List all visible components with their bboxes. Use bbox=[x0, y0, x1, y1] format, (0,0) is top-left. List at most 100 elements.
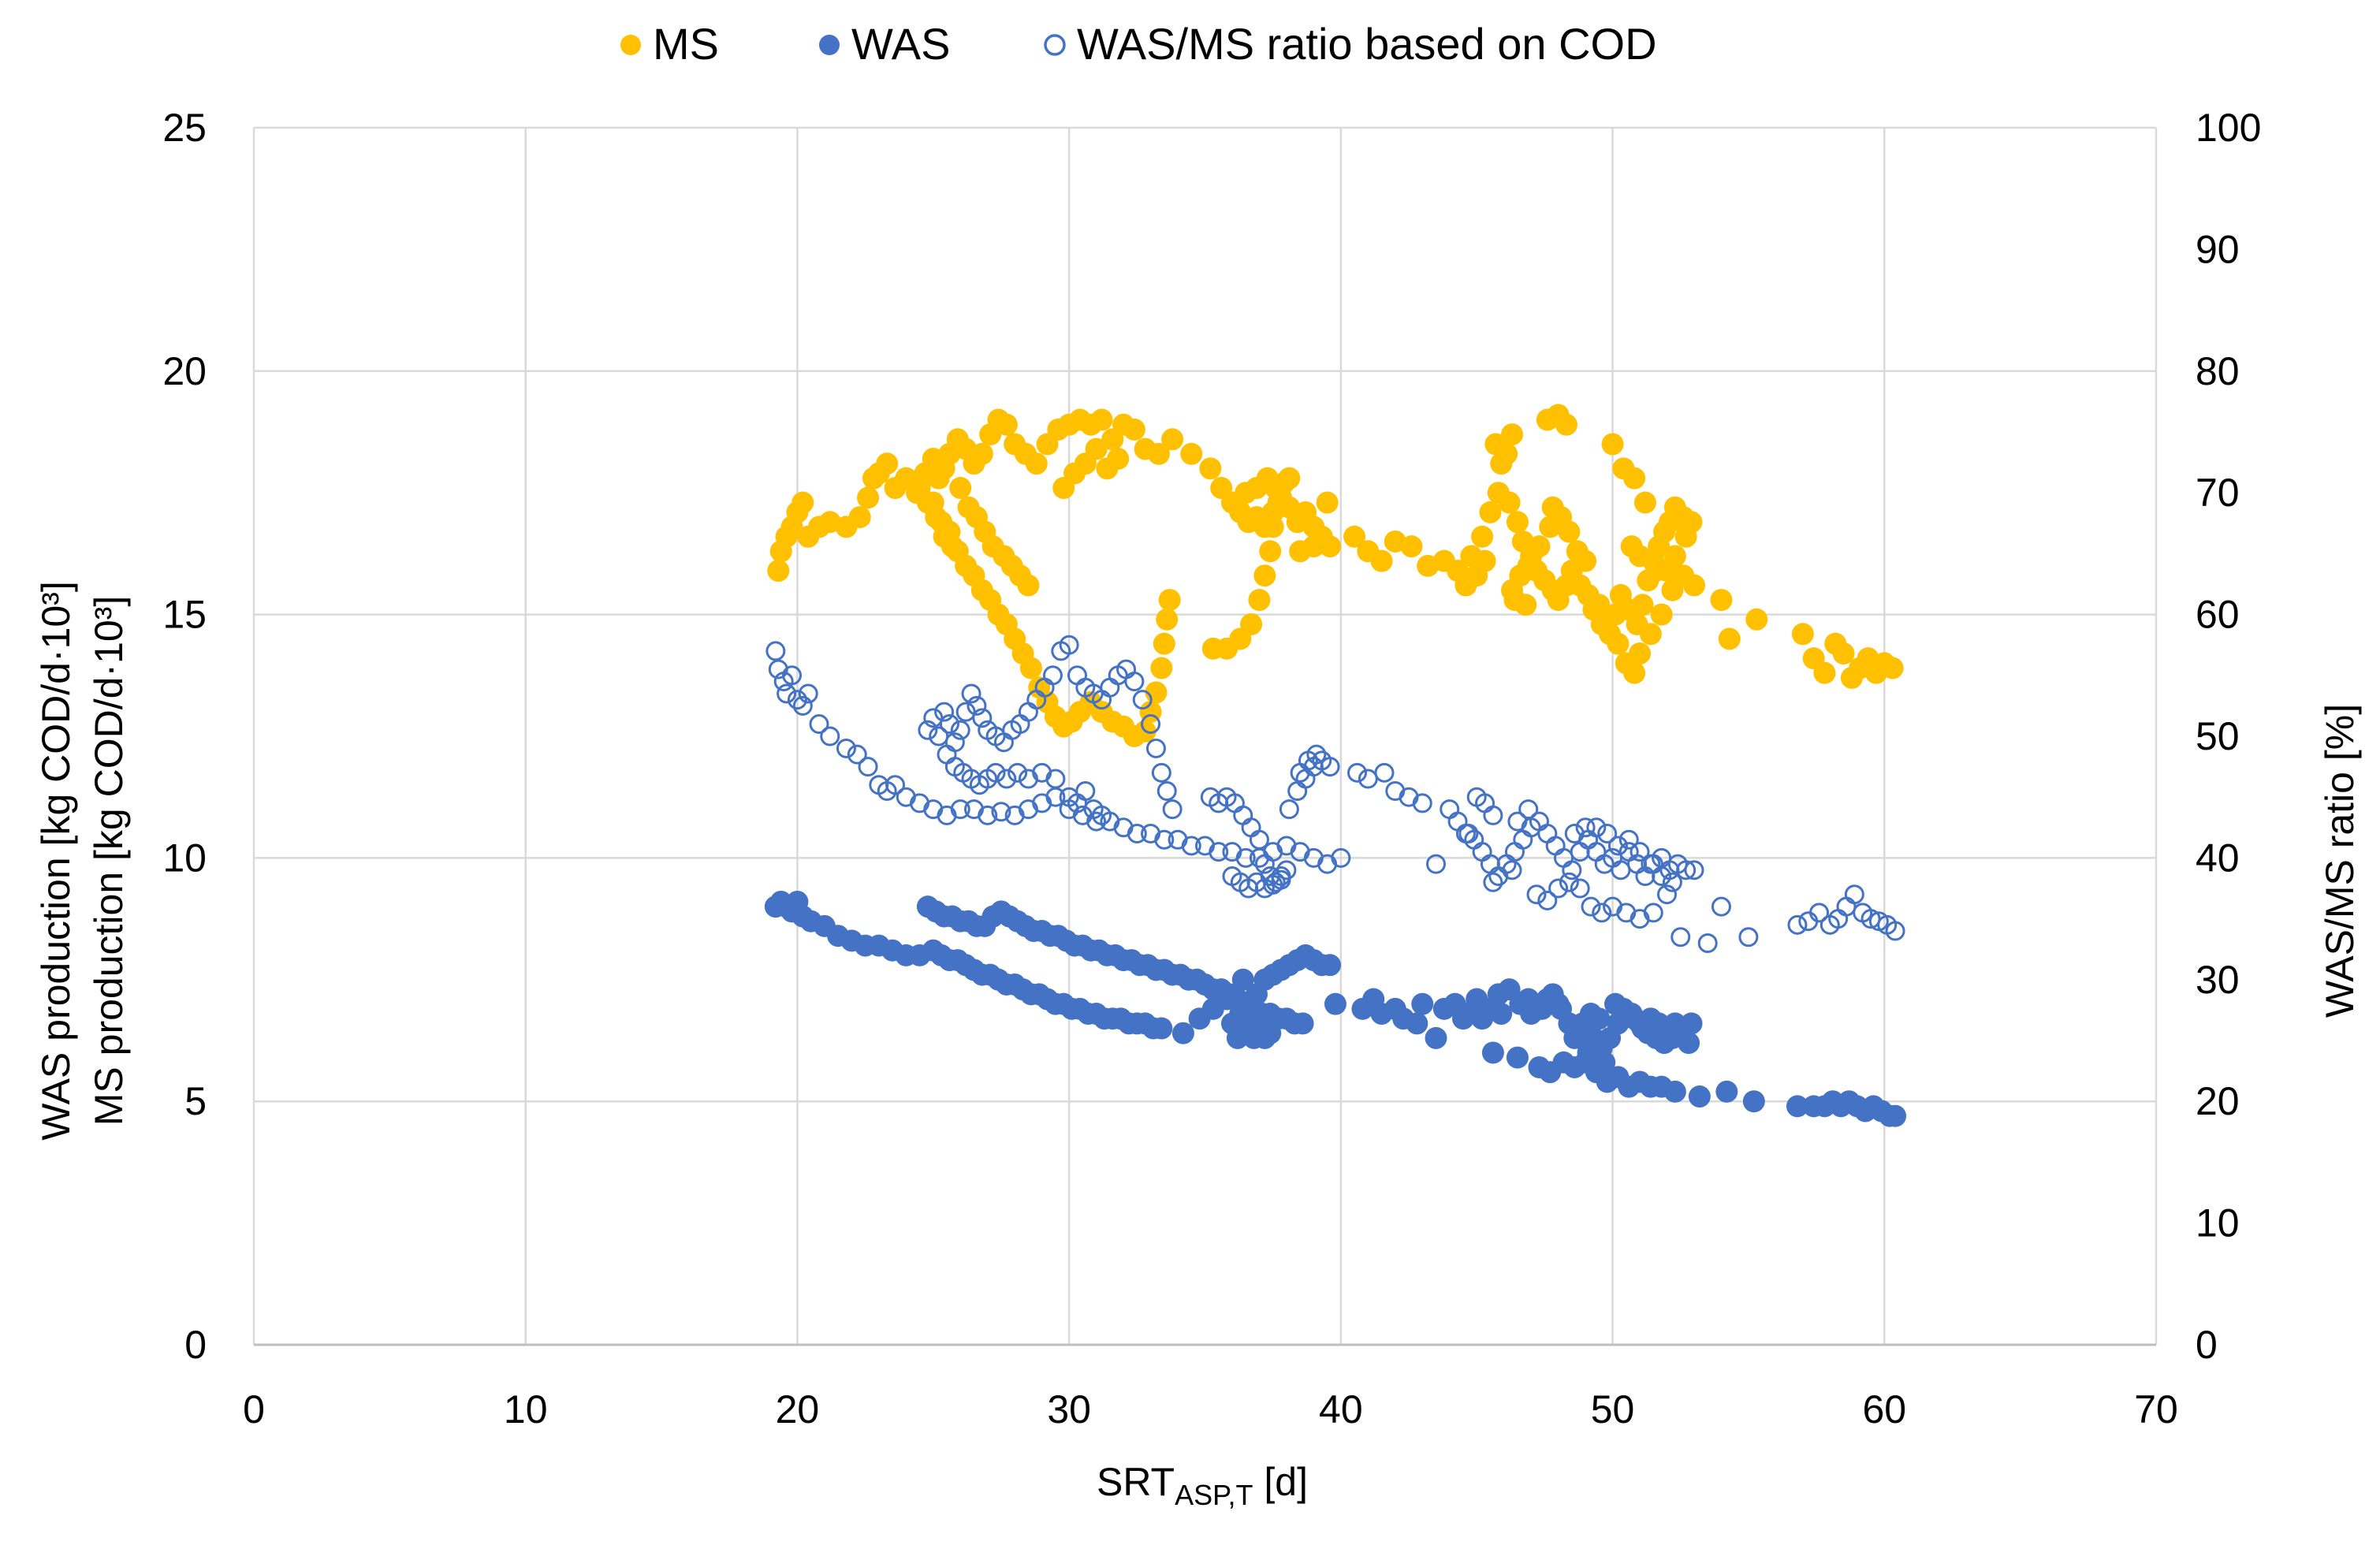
data-point-was bbox=[1171, 1022, 1194, 1044]
data-point-ms bbox=[1025, 452, 1048, 475]
data-point-ms bbox=[1629, 642, 1652, 665]
data-point-ms bbox=[1623, 467, 1646, 490]
data-point-was bbox=[1593, 1051, 1616, 1074]
data-point-ms bbox=[1017, 574, 1040, 597]
data-point-ms bbox=[1302, 535, 1325, 558]
data-point-was bbox=[1786, 1095, 1808, 1118]
data-point-ms bbox=[1052, 477, 1075, 500]
data-point-was bbox=[1663, 1080, 1686, 1103]
data-point-ms bbox=[1400, 535, 1423, 558]
data-point-ratio bbox=[792, 695, 813, 716]
data-point-ms bbox=[1506, 511, 1529, 534]
data-point-ms bbox=[1240, 612, 1263, 635]
right-y-tick-label: 60 bbox=[2196, 593, 2240, 637]
data-point-ms bbox=[1180, 442, 1203, 465]
data-point-ratio bbox=[1458, 824, 1479, 844]
data-point-ratio bbox=[1575, 817, 1596, 838]
left-y-tick-label: 20 bbox=[162, 349, 207, 393]
data-point-ms bbox=[1471, 525, 1494, 548]
data-point-ms bbox=[949, 477, 972, 500]
data-point-ratio bbox=[782, 665, 803, 686]
data-point-was bbox=[1481, 1041, 1504, 1064]
data-point-ms bbox=[1319, 535, 1342, 558]
data-point-was bbox=[1411, 992, 1434, 1015]
data-point-ms bbox=[1558, 520, 1581, 543]
grid bbox=[252, 126, 2158, 1346]
data-point-was bbox=[1471, 1007, 1494, 1030]
x-tick-label: 70 bbox=[2134, 1387, 2178, 1431]
data-point-ratio bbox=[1537, 890, 1558, 910]
data-point-ratio bbox=[1279, 799, 1299, 820]
data-point-ratio bbox=[1235, 847, 1256, 868]
data-point-ratio bbox=[847, 744, 867, 765]
data-point-ms bbox=[1123, 418, 1145, 441]
data-point-ratio bbox=[1676, 860, 1697, 880]
data-point-ms bbox=[1484, 433, 1507, 456]
left-y-tick-label: 25 bbox=[162, 106, 207, 150]
data-point-was bbox=[1259, 1022, 1282, 1044]
data-point-ratio bbox=[787, 690, 807, 710]
data-point-ratio bbox=[1331, 847, 1351, 868]
data-point-was bbox=[1715, 1080, 1738, 1103]
data-point-ms bbox=[1574, 549, 1597, 572]
data-point-ms bbox=[1343, 525, 1366, 548]
data-point-ms bbox=[767, 560, 790, 583]
right-y-axis-title: WAS/MS ratio [%] bbox=[2318, 704, 2362, 1018]
data-point-was bbox=[1432, 997, 1455, 1020]
left-y-tick-label: 15 bbox=[162, 593, 207, 637]
data-point-ms bbox=[1498, 491, 1521, 514]
data-point-ratio bbox=[1075, 780, 1096, 801]
data-point-ms bbox=[1813, 661, 1836, 684]
data-point-ms bbox=[1248, 589, 1271, 612]
data-point-ms bbox=[1479, 501, 1502, 523]
legend-marker-was bbox=[819, 35, 840, 55]
data-point-ratio bbox=[950, 720, 970, 740]
data-point-ratio bbox=[1502, 860, 1522, 880]
data-point-ratio bbox=[1374, 762, 1395, 783]
data-point-ratio bbox=[1086, 811, 1107, 832]
data-point-ms bbox=[1674, 525, 1697, 548]
data-point-ms bbox=[970, 442, 993, 465]
data-point-was bbox=[1216, 988, 1238, 1011]
data-point-ms bbox=[1501, 423, 1524, 446]
right-y-tick-label: 100 bbox=[2196, 106, 2261, 150]
data-point-ms bbox=[940, 535, 963, 558]
data-point-ratio bbox=[1548, 878, 1569, 899]
data-point-ratio bbox=[1045, 769, 1066, 789]
data-point-ratio bbox=[1092, 805, 1112, 825]
x-tick-label: 60 bbox=[1862, 1387, 1906, 1431]
data-point-ms bbox=[1663, 545, 1686, 568]
data-point-ms bbox=[1682, 574, 1705, 597]
data-point-ratio bbox=[858, 757, 878, 777]
data-point-was bbox=[1362, 988, 1385, 1011]
series-ratio bbox=[765, 635, 1905, 953]
data-point-ratio bbox=[1007, 762, 1028, 783]
data-point-ratio bbox=[939, 714, 959, 735]
data-point-ratio bbox=[1662, 872, 1682, 892]
right-y-axis-ticks: 0 10 20 30 40 50 60 70 80 90 100 bbox=[2196, 106, 2261, 1367]
right-y-tick-label: 80 bbox=[2196, 349, 2240, 393]
data-point-ratio bbox=[1320, 757, 1340, 777]
left-y-axis-ticks: 0 5 10 15 20 25 bbox=[162, 106, 207, 1367]
data-point-ratio bbox=[1124, 672, 1145, 692]
right-y-tick-label: 10 bbox=[2196, 1201, 2240, 1245]
data-point-ratio bbox=[1738, 927, 1759, 947]
x-axis-title: SRTASP,T [d] bbox=[1097, 1460, 1308, 1511]
data-point-ms bbox=[848, 506, 871, 529]
right-y-tick-label: 30 bbox=[2196, 958, 2240, 1002]
x-tick-label: 40 bbox=[1319, 1387, 1363, 1431]
data-point-ratio bbox=[972, 708, 993, 728]
data-point-ms bbox=[1161, 428, 1184, 451]
data-point-ratio bbox=[1483, 805, 1503, 825]
data-point-ms bbox=[1607, 632, 1629, 655]
x-axis-ticks: 0 10 20 30 40 50 60 70 bbox=[243, 1387, 2178, 1431]
data-point-ms bbox=[1316, 491, 1339, 514]
data-point-ratio bbox=[1641, 854, 1661, 874]
data-point-ratio bbox=[1618, 829, 1639, 850]
right-y-tick-label: 50 bbox=[2196, 714, 2240, 758]
data-point-ratio bbox=[1042, 665, 1063, 686]
data-point-ratio bbox=[1657, 884, 1678, 905]
data-point-ratio bbox=[798, 683, 818, 704]
legend-label-was: WAS bbox=[851, 19, 950, 69]
